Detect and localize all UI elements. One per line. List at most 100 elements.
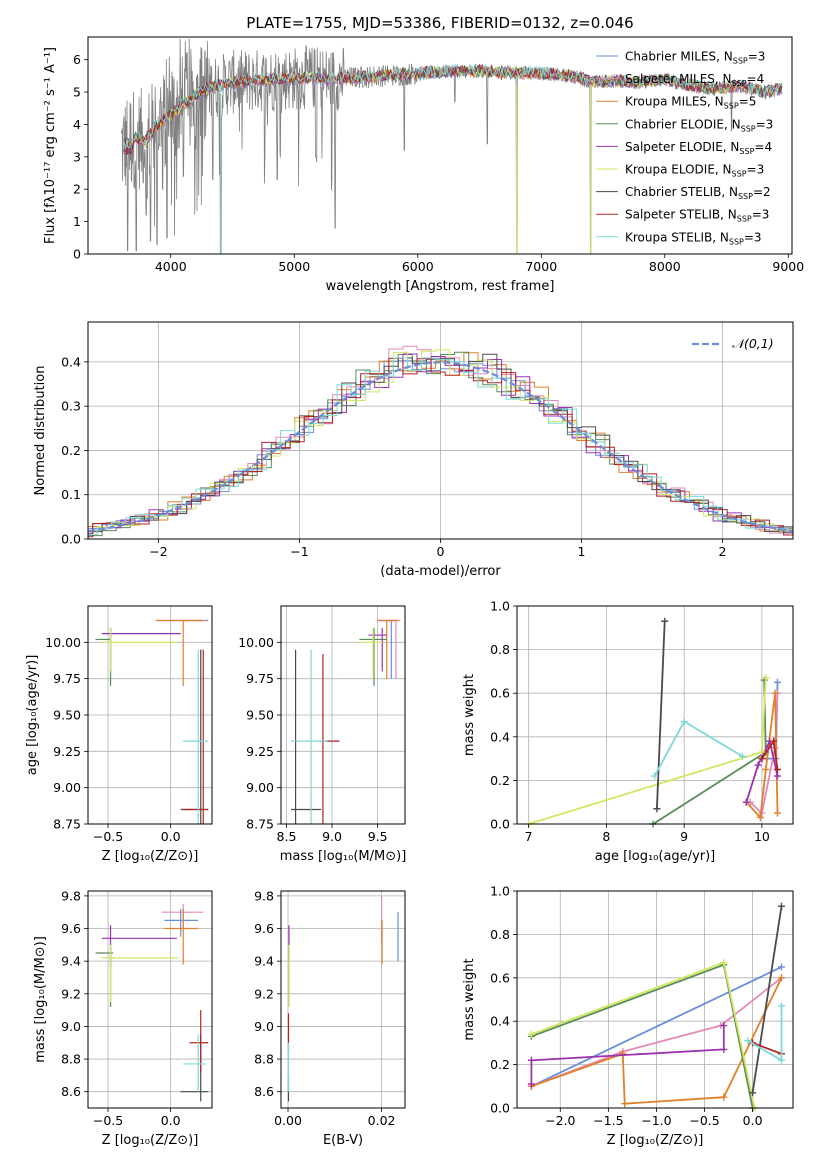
weight-series-line [656,621,666,809]
y-tick-label: 1.0 [490,884,510,899]
weight-series-line [531,966,782,1088]
legend-entry: Chabrier MILES, NSSP=3 [625,50,765,66]
weight-point-marker [661,617,669,625]
weight-point-marker [773,809,781,817]
weight-series-line [653,720,743,777]
y-tick-label: 1.0 [490,599,510,614]
y-tick-label: 0.8 [490,927,510,942]
weight-point-marker [762,674,770,682]
weight-point-marker [762,766,770,773]
legend-entry: Salpeter MILES, NSSP=4 [625,72,764,88]
weight-series-line [528,677,767,825]
y-tick-label: 0.3 [61,399,81,414]
weight-point-marker [777,1056,785,1064]
weight-point-marker [720,1022,728,1030]
weight-series-line [751,906,783,1093]
x-tick-label: 8 [602,829,610,844]
gaussian-curve [88,361,793,533]
x-tick-label: −0.5 [93,829,123,844]
legend-entry: Chabrier ELODIE, NSSP=3 [625,117,773,133]
x-tick-label: 0.0 [161,1113,181,1128]
age-vs-Z-plot [95,619,209,824]
weight-point-marker [758,755,766,763]
y-tick-label: 9.4 [254,954,274,969]
y-tick-label: 4 [73,117,81,132]
mass-vs-ebv-panel: 0.00 0.02 8.6 8.8 9.0 9.2 9.4 9.6 9.8 E(B-V) [254,888,406,1148]
x-tick-label: −1 [290,544,308,559]
y-tick-label: 9.00 [53,780,81,795]
y-tick-label: 9.8 [61,888,81,903]
x-tick-label: 5000 [278,259,310,274]
legend-entry: Chabrier STELIB, NSSP=2 [625,185,771,201]
weight-point-marker [680,718,688,726]
age-vs-mass-plot [291,619,401,824]
weight-point-marker [527,1030,535,1038]
legend-entry: Salpeter ELODIE, NSSP=4 [625,140,772,156]
x-tick-label: 2 [719,544,727,559]
x-tick-label: 8.5 [277,829,297,844]
y-tick-label: 9.75 [246,671,274,686]
x-tick-label: 9.0 [322,829,342,844]
weight-point-marker [621,1100,629,1108]
weight-vs-Z-panel: −2.0 −1.5 −1.0 −0.5 0.0 0.0 0.2 0.4 0.6 0.8 1.0 Z [… [462,884,794,1148]
x-tick-label: 1 [578,544,586,559]
weight-point-marker [527,1056,535,1064]
x-tick-label: 0.02 [368,1113,396,1128]
x-axis-label: E(B-V) [323,1133,363,1148]
mass-vs-ebv-plot [287,895,399,1102]
y-tick-label: 9.8 [254,888,274,903]
x-tick-label: 0 [437,544,445,559]
x-tick-label: −0.5 [93,1113,123,1128]
legend-entry: 𝒩(0,1) [732,336,774,351]
y-tick-label: 0.4 [61,354,81,369]
model-spectrum-line [123,65,783,155]
x-axis-label: Z [log₁₀(Z/Z⊙)] [102,849,199,864]
x-tick-label: −1.5 [593,1113,623,1128]
y-tick-label: 10.00 [238,635,274,650]
x-tick-label: 8000 [649,259,681,274]
x-tick-label: 10 [754,829,770,844]
y-axis-label: age [log₁₀(age/yr)] [25,655,40,776]
y-tick-label: 9.75 [53,671,81,686]
x-axis-label: (data-model)/error [380,564,501,579]
y-axis-label: mass [log₁₀(M/M⊙)] [33,936,48,1063]
legend-entry: Kroupa STELIB, NSSP=3 [625,230,762,246]
y-tick-label: 0.2 [490,773,510,788]
weight-point-marker [720,1093,728,1101]
y-tick-label: 9.25 [53,744,81,759]
y-tick-label: 9.2 [254,986,274,1001]
y-tick-label: 9.0 [254,1019,274,1034]
y-tick-label: 8.75 [246,817,274,832]
x-tick-label: 0.00 [274,1113,302,1128]
mass-vs-Z-plot [95,904,209,1102]
y-axis-label: mass weight [462,674,477,756]
y-tick-label: 9.50 [246,708,274,723]
x-tick-label: 4000 [155,259,187,274]
y-tick-label: 0.1 [61,487,81,502]
weight-point-marker [758,748,766,756]
y-tick-label: 9.6 [254,921,274,936]
weight-point-marker [527,1080,535,1088]
y-tick-label: 10.00 [45,635,81,650]
axes-frame [87,36,793,255]
x-tick-label: 9 [680,829,688,844]
x-tick-label: −2.0 [545,1113,575,1128]
y-tick-label: 3 [73,149,81,164]
y-tick-label: 0.8 [490,642,510,657]
weight-point-marker [756,813,764,821]
weight-series-line [531,963,754,1109]
y-tick-label: 8.75 [53,817,81,832]
x-axis-label: Z [log₁₀(Z/Z⊙)] [102,1133,199,1148]
spectrum-plot [120,38,783,254]
weight-vs-age-panel: 7 8 9 10 0.0 0.2 0.4 0.6 0.8 1.0 age [log₁₀(age/yr… [462,599,794,864]
weight-series-line [531,961,756,1109]
weight-series-line [530,1025,725,1085]
weight-series-line [745,738,779,803]
x-axis-label: Z [log₁₀(Z/Z⊙)] [607,1133,704,1148]
y-tick-label: 9.4 [61,954,81,969]
weight-series-line [531,977,783,1088]
chart-title: PLATE=1755, MJD=53386, FIBERID=0132, z=0… [246,14,633,32]
x-tick-label: −2 [149,544,167,559]
residuals-panel: −2 −1 0 1 2 0.0 0.1 0.2 0.3 0.4 (data-model)/error… [33,321,794,579]
weight-point-marker [754,761,762,769]
